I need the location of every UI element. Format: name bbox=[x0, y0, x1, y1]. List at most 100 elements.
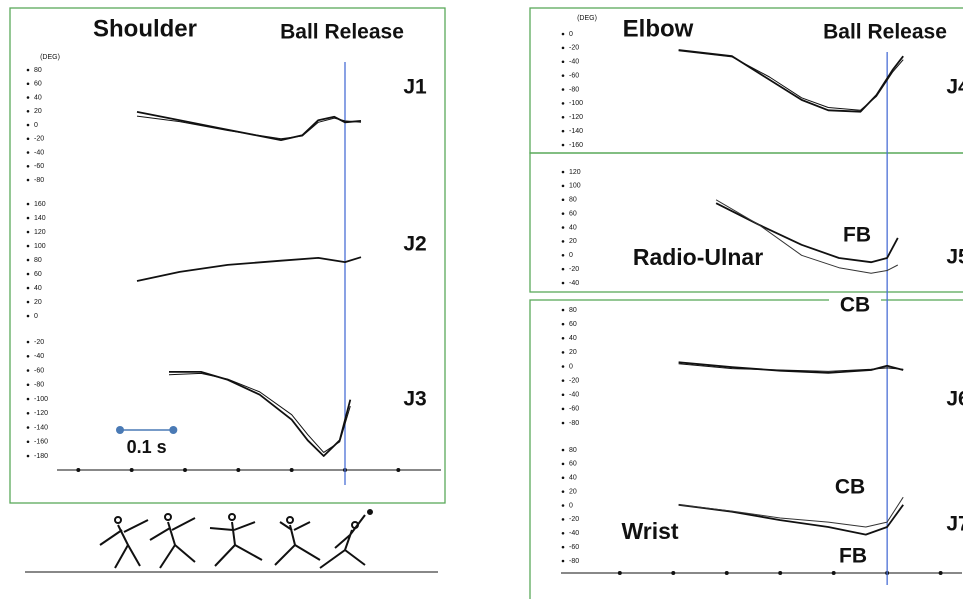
y-tick bbox=[561, 184, 565, 188]
angle-line bbox=[678, 496, 904, 528]
left-frame bbox=[9, 7, 446, 504]
panel-label: J3 bbox=[403, 388, 426, 411]
angle-line bbox=[169, 371, 352, 457]
y-tick-label: -160 bbox=[34, 439, 48, 446]
y-tick bbox=[26, 354, 30, 358]
y-tick bbox=[26, 340, 30, 344]
angle-line bbox=[678, 361, 904, 374]
wrist-frame bbox=[529, 299, 963, 599]
series-label: FB bbox=[843, 224, 871, 247]
y-tick-label: 60 bbox=[569, 210, 577, 217]
y-tick-label: 80 bbox=[569, 447, 577, 454]
y-tick-label: -20 bbox=[569, 377, 579, 384]
y-tick bbox=[26, 258, 30, 262]
y-tick bbox=[561, 267, 565, 271]
panel-label: J4 bbox=[946, 76, 963, 99]
y-tick bbox=[561, 60, 565, 64]
x-tick bbox=[236, 468, 241, 472]
y-tick bbox=[561, 531, 565, 535]
y-tick bbox=[561, 170, 565, 174]
y-tick-label: -60 bbox=[569, 406, 579, 413]
y-tick-label: 60 bbox=[34, 271, 42, 278]
x-tick bbox=[617, 571, 622, 575]
y-tick bbox=[26, 369, 30, 372]
y-tick-label: 40 bbox=[569, 335, 577, 342]
y-tick-label: -40 bbox=[569, 392, 579, 399]
radio-ulnar-frame bbox=[529, 152, 963, 293]
y-tick-label: 0 bbox=[569, 252, 573, 259]
y-tick-label: 100 bbox=[569, 183, 581, 190]
x-tick bbox=[724, 571, 729, 575]
y-tick bbox=[561, 32, 565, 36]
y-tick-label: -20 bbox=[34, 339, 44, 346]
y-tick bbox=[561, 212, 565, 215]
y-tick-label: -20 bbox=[569, 516, 579, 523]
x-tick bbox=[289, 468, 294, 472]
y-tick-label: 100 bbox=[34, 243, 46, 250]
panel-label: J1 bbox=[403, 76, 427, 99]
y-tick-label: -120 bbox=[34, 410, 48, 417]
y-tick bbox=[561, 308, 565, 312]
y-tick-label: 80 bbox=[569, 307, 577, 314]
panel-label: J2 bbox=[403, 233, 426, 256]
y-tick-label: -40 bbox=[569, 530, 579, 537]
y-tick bbox=[561, 559, 565, 563]
y-tick bbox=[26, 440, 30, 444]
annotation: Ball Release bbox=[280, 21, 404, 44]
y-tick-label: -60 bbox=[569, 72, 579, 79]
label-bg bbox=[829, 293, 881, 319]
y-tick-label: 40 bbox=[569, 475, 577, 482]
y-tick bbox=[561, 407, 565, 411]
y-tick bbox=[561, 504, 565, 507]
y-tick-label: -120 bbox=[569, 114, 583, 121]
y-tick-label: -180 bbox=[34, 453, 48, 460]
y-tick-label: -100 bbox=[569, 100, 583, 107]
y-tick bbox=[26, 123, 30, 127]
angle-line bbox=[715, 199, 899, 274]
y-tick bbox=[561, 393, 565, 397]
y-tick-label: -40 bbox=[34, 353, 44, 360]
y-tick bbox=[26, 68, 30, 72]
y-tick-label: -140 bbox=[34, 424, 48, 431]
x-tick bbox=[671, 571, 676, 575]
scale-end bbox=[169, 426, 178, 434]
x-tick bbox=[831, 571, 836, 575]
y-tick-label: -80 bbox=[34, 382, 44, 389]
y-tick bbox=[26, 454, 30, 458]
scale-end bbox=[116, 426, 124, 434]
x-tick bbox=[396, 468, 401, 472]
y-tick-label: -20 bbox=[34, 136, 44, 143]
series-label: CB bbox=[835, 476, 865, 499]
y-tick-label: 40 bbox=[34, 94, 42, 101]
y-tick-label: 120 bbox=[569, 169, 581, 176]
y-tick-label: -60 bbox=[34, 367, 44, 374]
y-tick-label: -100 bbox=[34, 396, 48, 403]
x-tick bbox=[778, 571, 783, 575]
y-tick bbox=[561, 476, 565, 480]
y-tick-label: -20 bbox=[569, 45, 579, 52]
y-tick-label: 60 bbox=[569, 321, 577, 328]
y-tick bbox=[26, 244, 30, 248]
y-unit: (DEG) bbox=[577, 15, 597, 22]
y-tick-label: 0 bbox=[569, 502, 573, 509]
panel-label: J5 bbox=[946, 246, 963, 269]
y-tick bbox=[561, 421, 565, 425]
stick-figures bbox=[25, 509, 438, 573]
y-tick bbox=[26, 96, 30, 99]
angle-line bbox=[678, 50, 904, 111]
y-tick-label: -40 bbox=[569, 280, 579, 287]
y-tick-label: -80 bbox=[569, 420, 579, 427]
y-tick bbox=[561, 365, 565, 368]
y-tick-label: 20 bbox=[34, 108, 42, 115]
series-label: FB bbox=[839, 545, 867, 568]
y-tick-label: 0 bbox=[34, 122, 38, 129]
annotation: Ball Release bbox=[823, 21, 947, 44]
y-tick-label: 80 bbox=[569, 197, 577, 204]
panel-label: J7 bbox=[946, 513, 963, 536]
y-tick bbox=[26, 178, 30, 182]
y-tick bbox=[561, 88, 565, 91]
y-tick-label: 20 bbox=[569, 238, 577, 245]
y-tick bbox=[561, 74, 565, 77]
y-tick bbox=[561, 129, 565, 133]
y-tick bbox=[561, 281, 565, 285]
